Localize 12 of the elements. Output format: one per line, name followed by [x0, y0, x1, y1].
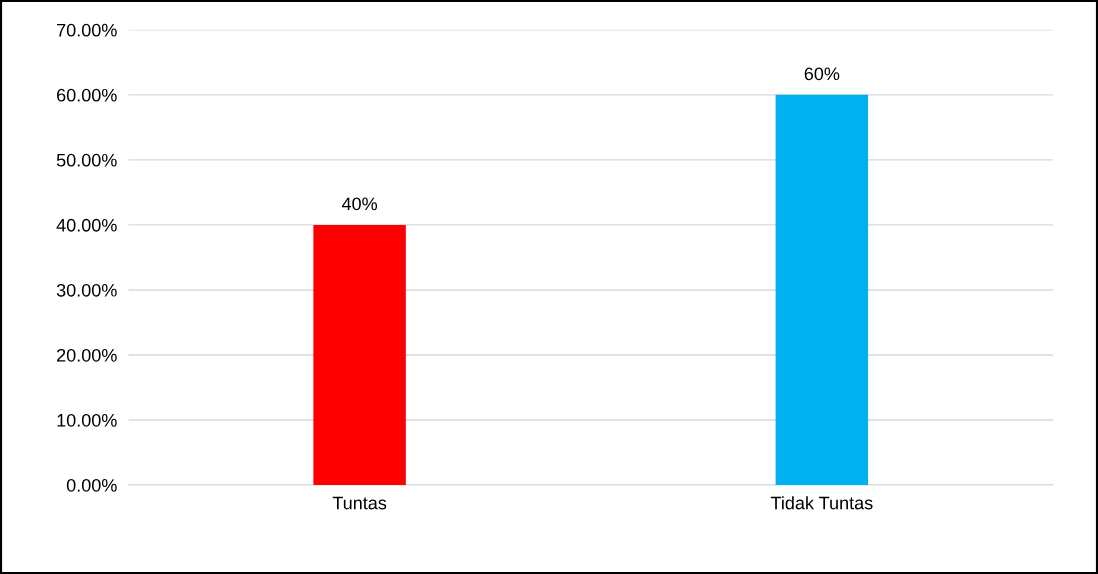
- data-label: 60%: [804, 67, 840, 81]
- x-tick-label: Tidak Tuntas: [770, 496, 873, 510]
- y-tick-label: 10.00%: [57, 413, 117, 427]
- y-tick-label: 70.00%: [57, 23, 117, 37]
- y-tick-label: 40.00%: [56, 218, 117, 232]
- y-tick-label: 50.00%: [56, 153, 117, 167]
- x-tick-label: Tuntas: [332, 496, 387, 510]
- y-tick-label: 0.00%: [66, 478, 117, 492]
- y-tick-label: 20.00%: [57, 348, 117, 362]
- y-tick-label: 30.00%: [56, 283, 117, 297]
- y-tick-label: 60.00%: [57, 88, 117, 102]
- data-label: 40%: [341, 197, 378, 211]
